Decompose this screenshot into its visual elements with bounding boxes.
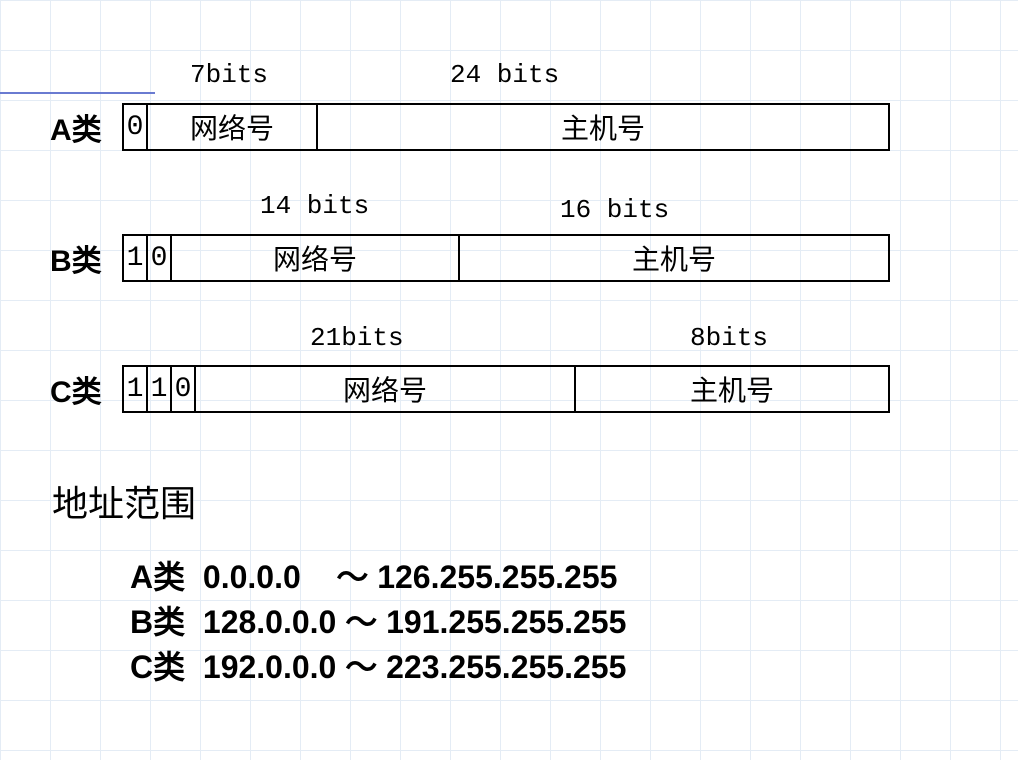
classC-label: C类 xyxy=(50,367,122,411)
classC-host-field: 主机号 xyxy=(576,367,888,411)
classB-network-field: 网络号 xyxy=(172,236,460,280)
classC-network-field: 网络号 xyxy=(196,367,576,411)
classB-net-bits-label: 14 bits xyxy=(260,191,369,221)
classA-host-field: 主机号 xyxy=(318,105,888,149)
classA-net-bits-label: 7bits xyxy=(190,60,268,90)
classB-label: B类 xyxy=(50,236,122,280)
classB-row: B类 10网络号主机号 xyxy=(50,234,890,282)
classC-prefix-bit: 1 xyxy=(148,367,172,411)
classC-box: 110网络号主机号 xyxy=(122,365,890,413)
address-range-lines: A类 0.0.0.0 ～ 126.255.255.255 B类 128.0.0.… xyxy=(130,555,626,689)
classB-box: 10网络号主机号 xyxy=(122,234,890,282)
classC-row: C类 110网络号主机号 xyxy=(50,365,890,413)
classC-prefix-bit: 0 xyxy=(172,367,196,411)
classA-host-bits-label: 24 bits xyxy=(450,60,559,90)
classC-host-bits-label: 8bits xyxy=(690,323,768,353)
classA-network-field: 网络号 xyxy=(148,105,318,149)
address-range-title: 地址范围 xyxy=(52,475,196,527)
classA-box: 0网络号主机号 xyxy=(122,103,890,151)
classC-net-bits-label: 21bits xyxy=(310,323,404,353)
classA-prefix-bit: 0 xyxy=(124,105,148,149)
classC-prefix-bit: 1 xyxy=(124,367,148,411)
classA-row: A类 0网络号主机号 xyxy=(50,103,890,151)
classB-host-field: 主机号 xyxy=(460,236,888,280)
classB-prefix-bit: 1 xyxy=(124,236,148,280)
top-horizontal-rule xyxy=(0,92,155,94)
classB-prefix-bit: 0 xyxy=(148,236,172,280)
classA-label: A类 xyxy=(50,105,122,149)
classB-host-bits-label: 16 bits xyxy=(560,195,669,225)
